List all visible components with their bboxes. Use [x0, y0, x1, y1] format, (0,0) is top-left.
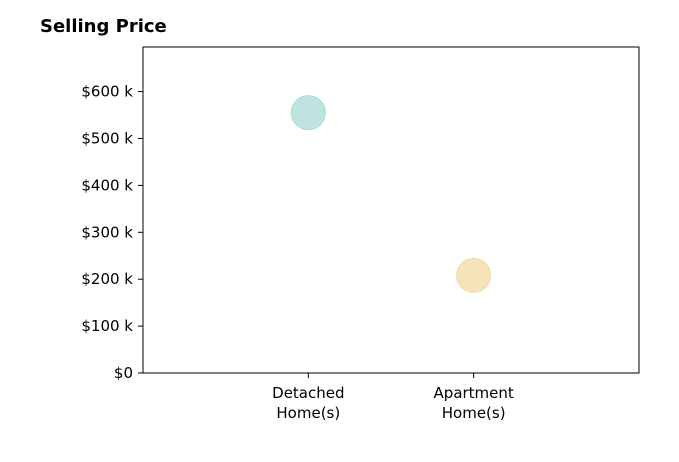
y-tick-label: $0	[114, 364, 133, 382]
plot-frame	[142, 46, 640, 374]
data-point	[456, 257, 492, 293]
y-tick-label: $500 k	[81, 129, 133, 147]
chart-title: Selling Price	[40, 16, 167, 37]
x-tick-label: Apartment Home(s)	[434, 384, 514, 422]
y-tick-label: $100 k	[81, 317, 133, 335]
y-tick-label: $600 k	[81, 83, 133, 101]
y-tick-label: $300 k	[81, 223, 133, 241]
y-tick-label: $200 k	[81, 270, 133, 288]
y-tick-label: $400 k	[81, 176, 133, 194]
x-tick-label: Detached Home(s)	[272, 384, 344, 422]
data-point	[290, 95, 326, 131]
